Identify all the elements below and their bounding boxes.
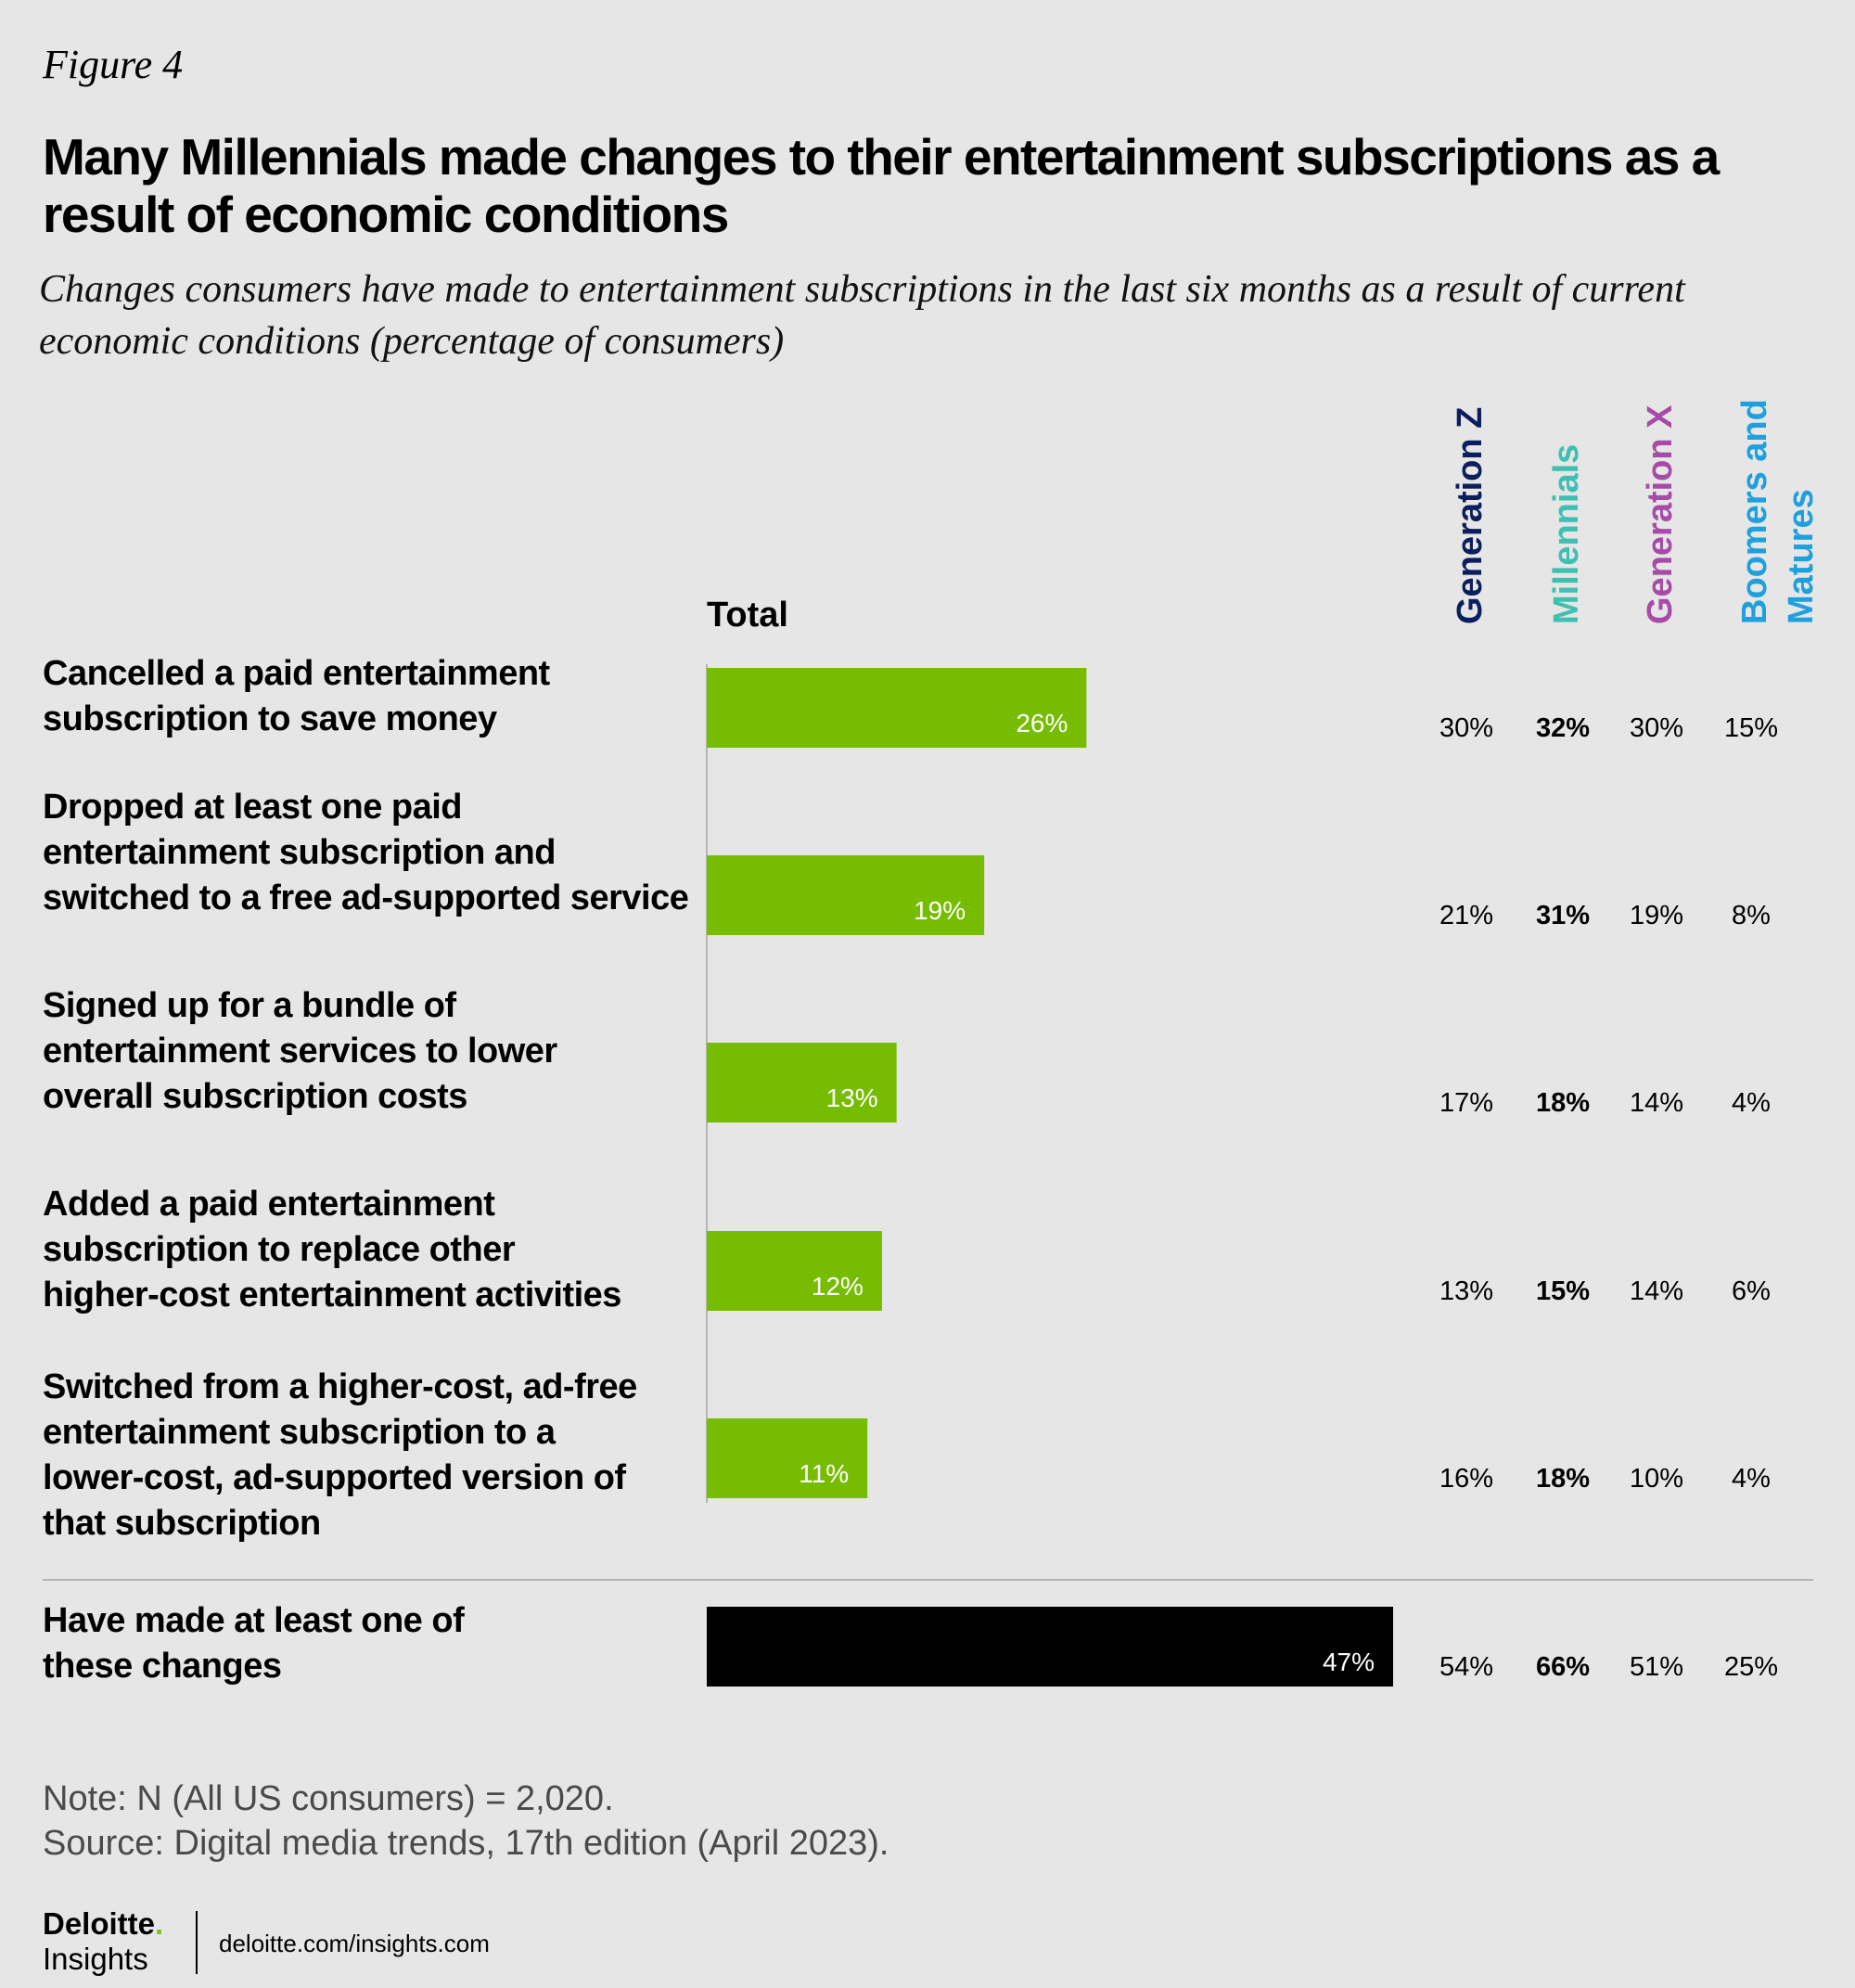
logo-brand: Deloitte: [43, 1906, 156, 1941]
category-label: entertainment subscription and: [43, 833, 556, 872]
category-label: Switched from a higher-cost, ad-free: [43, 1367, 637, 1406]
generation-value: 54%: [1439, 1652, 1493, 1682]
category-label: entertainment subscription to a: [43, 1413, 556, 1452]
generation-value: 15%: [1724, 713, 1778, 743]
generation-value: 8%: [1732, 901, 1771, 930]
generation-value: 21%: [1439, 901, 1493, 930]
generation-value: 51%: [1630, 1652, 1683, 1682]
logo-dot: .: [155, 1906, 164, 1941]
bar-value-label: 19%: [914, 896, 966, 925]
total-bar: [707, 668, 1087, 748]
deloitte-logo: Deloitte.: [43, 1906, 163, 1942]
generation-value: 18%: [1536, 1088, 1590, 1118]
series-header-2: Millennials: [1547, 444, 1586, 624]
category-label: Cancelled a paid entertainment: [43, 654, 551, 693]
footer-url[interactable]: deloitte.com/insights.com: [219, 1930, 490, 1957]
series-header-1: Generation Z: [1451, 407, 1490, 624]
generation-value: 14%: [1630, 1276, 1683, 1306]
generation-value: 16%: [1439, 1464, 1493, 1494]
generation-value: 18%: [1536, 1464, 1590, 1494]
generation-value: 10%: [1630, 1464, 1683, 1494]
generation-value: 25%: [1724, 1652, 1778, 1682]
generation-value: 32%: [1536, 713, 1590, 743]
chart-note: Note: N (All US consumers) = 2,020.: [43, 1779, 614, 1818]
generation-value: 6%: [1732, 1276, 1771, 1306]
logo-divider: [196, 1911, 198, 1974]
summary-bar: [707, 1607, 1393, 1687]
series-header-4: Boomers and: [1735, 399, 1774, 624]
total-header: Total: [707, 596, 788, 635]
category-label: lower-cost, ad-supported version of: [43, 1458, 626, 1497]
total-bar: [707, 855, 985, 935]
bar-value-label: 11%: [799, 1459, 849, 1488]
generation-value: 31%: [1536, 901, 1590, 930]
generation-value: 13%: [1439, 1276, 1493, 1306]
bar-value-label: 26%: [1016, 709, 1068, 737]
category-label: these changes: [43, 1647, 282, 1686]
bar-chart: Total Generation Z Millennials Generation X…: [43, 399, 1821, 1687]
bar-value-label: 12%: [812, 1272, 864, 1301]
category-label: higher-cost entertainment activities: [43, 1276, 621, 1315]
category-label: Dropped at least one paid: [43, 788, 462, 827]
bar-value-label: 13%: [826, 1084, 878, 1112]
total-bar: [707, 1043, 897, 1122]
generation-value: 30%: [1439, 713, 1493, 743]
generation-value: 4%: [1732, 1464, 1771, 1494]
category-label: switched to a free ad-supported service: [43, 879, 688, 917]
generation-value: 4%: [1732, 1088, 1771, 1118]
chart-source: Source: Digital media trends, 17th editi…: [43, 1824, 889, 1863]
figure-label: Figure 4: [43, 42, 184, 87]
category-label: Signed up for a bundle of: [43, 986, 456, 1025]
category-label: subscription to replace other: [43, 1230, 516, 1269]
generation-value: 30%: [1630, 713, 1683, 743]
category-label: Have made at least one of: [43, 1601, 465, 1640]
logo-insights: Insights: [43, 1942, 148, 1976]
generation-value: 14%: [1630, 1088, 1683, 1118]
series-header-3: Generation X: [1641, 404, 1680, 624]
series-header-4: Matures: [1782, 489, 1821, 624]
chart-title: Many Millennials made changes to their e…: [43, 128, 1720, 243]
category-label: Added a paid entertainment: [43, 1185, 495, 1224]
generation-value: 15%: [1536, 1276, 1590, 1306]
total-bar: [707, 1231, 882, 1311]
generation-value: 17%: [1439, 1088, 1493, 1118]
total-bar: [707, 1418, 868, 1498]
bar-value-label: 47%: [1323, 1648, 1375, 1676]
chart-subtitle: Changes consumers have made to entertain…: [39, 268, 1685, 363]
category-label: subscription to save money: [43, 699, 497, 738]
category-label: that subscription: [43, 1504, 321, 1543]
generation-value: 19%: [1630, 901, 1683, 930]
category-label: overall subscription costs: [43, 1077, 467, 1116]
generation-value: 66%: [1536, 1652, 1590, 1682]
category-label: entertainment services to lower: [43, 1032, 557, 1071]
